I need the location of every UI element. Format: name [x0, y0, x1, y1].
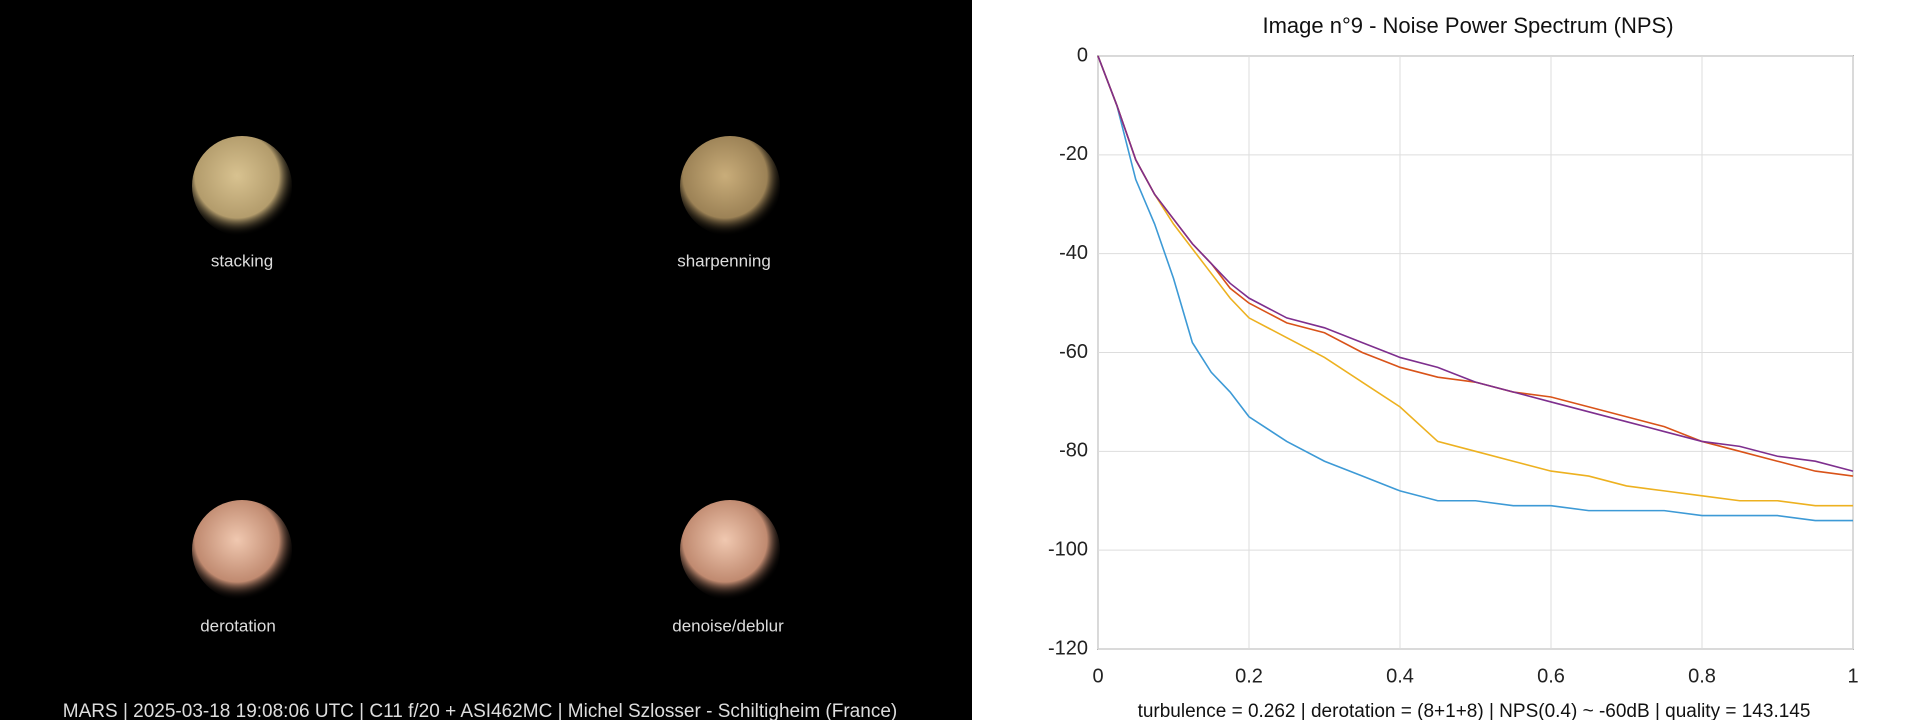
x-tick-label: 1 [1847, 665, 1858, 687]
planet [680, 500, 780, 600]
image-panel [0, 0, 972, 720]
planet [192, 500, 292, 600]
x-tick-label: 0.2 [1235, 665, 1263, 687]
y-tick-label: -40 [1059, 242, 1088, 264]
y-tick-label: -80 [1059, 440, 1088, 462]
y-tick-label: -120 [1048, 637, 1088, 659]
x-tick-label: 0.4 [1386, 665, 1414, 687]
x-tick-label: 0 [1092, 665, 1103, 687]
caption: MARS | 2025-03-18 19:08:06 UTC | C11 f/2… [63, 701, 897, 720]
panel-label: derotation [200, 616, 276, 635]
y-tick-label: -20 [1059, 143, 1088, 165]
planet [192, 136, 292, 236]
series-line [1097, 55, 1853, 522]
y-tick-label: 0 [1077, 44, 1088, 66]
x-tick-label: 0.8 [1688, 665, 1716, 687]
planet [680, 136, 780, 236]
y-tick-label: -60 [1059, 341, 1088, 363]
y-tick-label: -100 [1048, 538, 1088, 560]
series-line [1097, 55, 1854, 472]
x-tick-label: 0.6 [1537, 665, 1565, 687]
panel-label: denoise/deblur [672, 616, 784, 635]
panel-label: sharpenning [677, 251, 771, 270]
series-line [1097, 55, 1853, 507]
annotation: turbulence = 0.262 | derotation = (8+1+8… [1138, 701, 1811, 720]
chart-title: Image n°9 - Noise Power Spectrum (NPS) [1262, 13, 1673, 38]
panel-label: stacking [211, 251, 273, 270]
